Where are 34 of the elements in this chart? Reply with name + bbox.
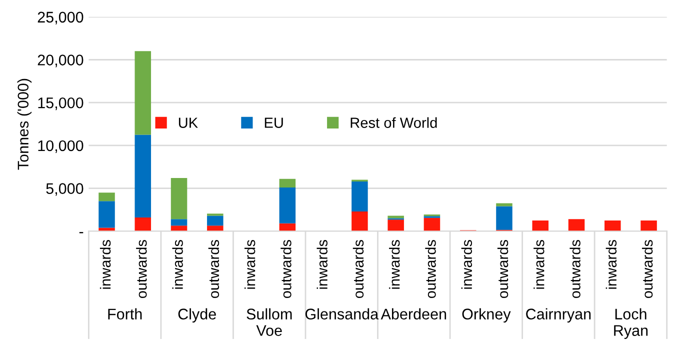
x-tick-label: inwards xyxy=(172,240,183,289)
legend-label: Rest of World xyxy=(350,117,437,128)
x-tick-label: inwards xyxy=(100,240,111,289)
y-axis-title: Tonnes ('000) xyxy=(17,78,32,170)
x-tick-label: inwards xyxy=(606,240,617,289)
text: Forth xyxy=(108,308,142,320)
x-tick-label: outwards xyxy=(208,240,220,298)
text: Orkney xyxy=(462,308,511,323)
text: Loch Ryan xyxy=(614,308,648,339)
x-tick-label: inwards xyxy=(389,240,400,289)
text: Glensanda xyxy=(305,308,379,320)
x-tick-label: outwards xyxy=(570,240,580,298)
legend-label: EU xyxy=(264,118,283,128)
x-tick-label: outwards xyxy=(280,240,292,298)
x-tick-label: outwards xyxy=(352,240,364,298)
x-tick-label: inwards xyxy=(316,240,328,289)
x-tick-label: inwards xyxy=(461,240,472,289)
text: Cairnryan xyxy=(526,308,591,323)
y-tick-label: 25,000 xyxy=(38,12,84,24)
x-tick-label: outwards xyxy=(136,240,147,298)
y-tick-label: 20,000 xyxy=(38,54,84,68)
y-tick-label: 15,000 xyxy=(38,97,84,110)
text: Sullom Voe xyxy=(246,308,292,336)
x-tick-label: inwards xyxy=(244,240,256,289)
text: Clyde xyxy=(178,308,216,323)
x-tick-label: outwards xyxy=(642,240,653,298)
text: Aberdeen xyxy=(380,308,446,320)
x-tick-label: outwards xyxy=(497,240,508,298)
legend-label: UK xyxy=(178,118,198,128)
y-tick-label: 5,000 xyxy=(46,183,84,196)
x-tick-label: outwards xyxy=(425,240,436,298)
x-tick-label: inwards xyxy=(534,240,544,289)
y-tick-label: - xyxy=(79,232,84,234)
y-tick-label: 10,000 xyxy=(38,140,84,153)
